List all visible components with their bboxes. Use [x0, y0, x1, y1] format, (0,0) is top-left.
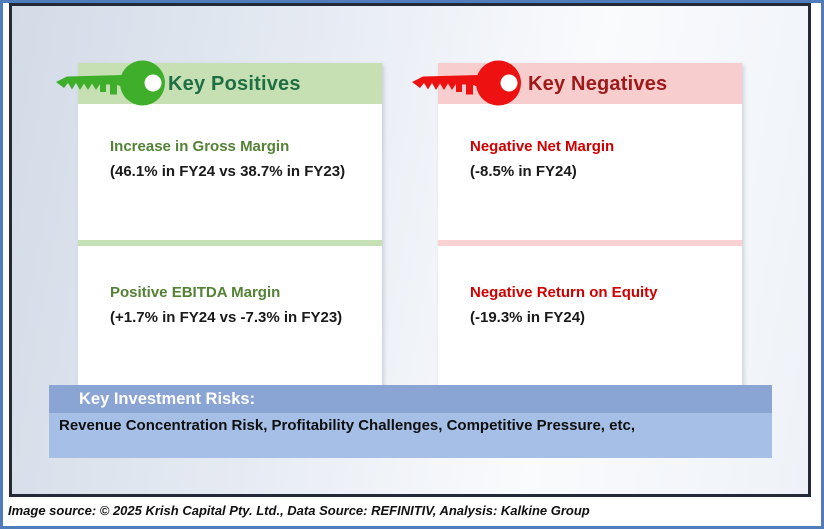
risks-banner: Key Investment Risks: Revenue Concentrat…	[49, 385, 772, 458]
item-title: Increase in Gross Margin	[110, 138, 290, 155]
item-title: Negative Net Margin	[470, 138, 615, 155]
negatives-card: Key Negatives Negative Net Margin (-8.5%…	[438, 63, 742, 385]
positives-body: Increase in Gross Margin (46.1% in FY24 …	[78, 104, 382, 385]
item-value: (-8.5% in FY24)	[470, 163, 577, 180]
item-title: Negative Return on Equity	[470, 284, 658, 301]
risks-body: Revenue Concentration Risk, Profitabilit…	[49, 413, 772, 458]
positive-item-ebitda-margin: Positive EBITDA Margin (+1.7% in FY24 vs…	[78, 246, 382, 385]
positives-title: Key Positives	[168, 72, 301, 95]
separator	[438, 240, 742, 246]
negatives-body: Negative Net Margin (-8.5% in FY24) Nega…	[438, 104, 742, 385]
main-panel: Key Positives Increase in Gross Margin (…	[9, 3, 811, 497]
image-source-text: Image source: © 2025 Krish Capital Pty. …	[8, 502, 590, 518]
risks-title: Key Investment Risks:	[49, 385, 772, 413]
item-value: (46.1% in FY24 vs 38.7% in FY23)	[110, 163, 346, 180]
negative-item-net-margin: Negative Net Margin (-8.5% in FY24)	[438, 104, 742, 240]
risks-text: Revenue Concentration Risk, Profitabilit…	[59, 417, 635, 434]
key-icon-negatives	[411, 60, 521, 106]
item-value: (+1.7% in FY24 vs -7.3% in FY23)	[110, 309, 343, 326]
item-value: (-19.3% in FY24)	[470, 309, 586, 326]
key-icon-positives	[55, 60, 165, 106]
negatives-title: Key Negatives	[528, 72, 668, 95]
image-source-caption: Image source: © 2025 Krish Capital Pty. …	[3, 497, 821, 523]
negative-item-return-on-equity: Negative Return on Equity (-19.3% in FY2…	[438, 246, 742, 385]
item-title: Positive EBITDA Margin	[110, 284, 281, 301]
positives-card: Key Positives Increase in Gross Margin (…	[78, 63, 382, 385]
separator	[78, 240, 382, 246]
positive-item-gross-margin: Increase in Gross Margin (46.1% in FY24 …	[78, 104, 382, 240]
